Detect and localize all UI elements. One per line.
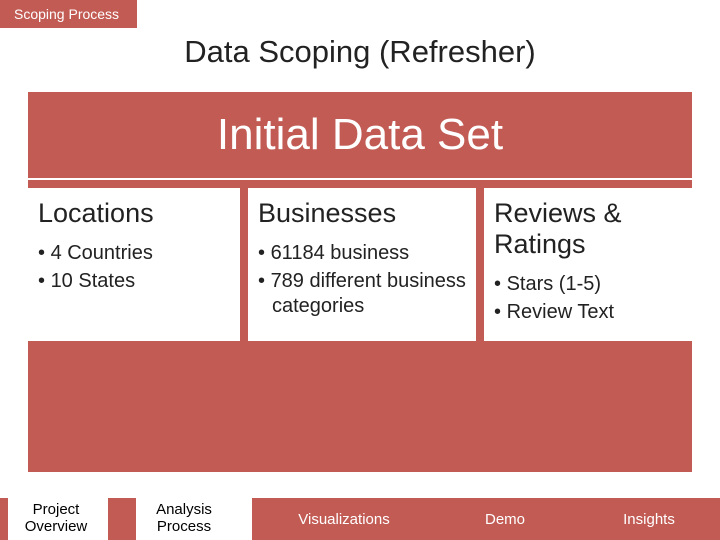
section-tab: Scoping Process	[0, 0, 137, 28]
dataset-title-box: Initial Data Set	[28, 92, 692, 178]
columns-container: Locations 4 Countries 10 States Business…	[28, 188, 692, 341]
nav-label: Insights	[623, 511, 675, 528]
column-reviews-title: Reviews & Ratings	[494, 198, 682, 260]
nav-label-line2: Process	[157, 518, 211, 535]
list-item: 10 States	[38, 269, 230, 295]
page-title: Data Scoping (Refresher)	[0, 34, 720, 70]
column-locations-title: Locations	[38, 198, 230, 229]
nav-label-line1: Analysis	[156, 501, 212, 518]
list-item: 4 Countries	[38, 241, 230, 267]
nav-label: Visualizations	[298, 511, 389, 528]
nav-project-overview[interactable]: Project Overview	[0, 498, 112, 535]
list-item: Stars (1-5)	[494, 272, 682, 298]
nav-label: Demo	[485, 511, 525, 528]
column-reviews-list: Stars (1-5) Review Text	[494, 272, 682, 325]
column-businesses-list: 61184 business 789 different business ca…	[258, 241, 466, 320]
section-tab-text: Scoping Process	[14, 6, 119, 22]
column-businesses: Businesses 61184 business 789 different …	[248, 188, 476, 341]
list-item: 789 different business categories	[258, 269, 466, 320]
column-locations-list: 4 Countries 10 States	[38, 241, 230, 294]
nav-label-line1: Project	[33, 501, 80, 518]
bottom-nav: Project Overview Analysis Process Visual…	[0, 498, 720, 540]
nav-demo[interactable]: Demo	[432, 498, 578, 529]
column-reviews: Reviews & Ratings Stars (1-5) Review Tex…	[484, 188, 692, 341]
list-item: Review Text	[494, 300, 682, 326]
list-item: 61184 business	[258, 241, 466, 267]
nav-insights[interactable]: Insights	[578, 498, 720, 529]
nav-analysis-process[interactable]: Analysis Process	[112, 498, 256, 535]
column-businesses-title: Businesses	[258, 198, 466, 229]
nav-visualizations[interactable]: Visualizations	[256, 498, 432, 529]
dataset-title-text: Initial Data Set	[217, 110, 503, 160]
column-locations: Locations 4 Countries 10 States	[28, 188, 240, 341]
nav-label-line2: Overview	[25, 518, 88, 535]
